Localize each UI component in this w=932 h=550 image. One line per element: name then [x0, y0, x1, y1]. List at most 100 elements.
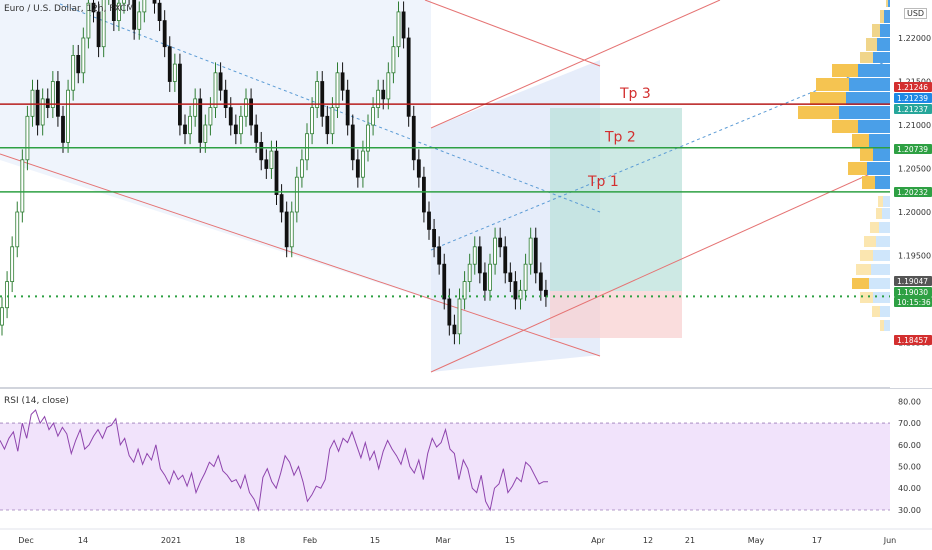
candle-body	[355, 159, 360, 178]
candle-body	[335, 72, 340, 109]
time-tick-label: Feb	[303, 536, 317, 545]
candle-body	[167, 46, 172, 82]
candle-body	[188, 115, 192, 135]
candle-body	[30, 89, 35, 117]
candle-body	[91, 2, 96, 13]
candle-body	[239, 115, 243, 135]
volume-bar-buy	[883, 196, 890, 207]
candle-body	[284, 211, 289, 248]
candle-body	[20, 159, 25, 213]
candle-body	[411, 115, 416, 161]
price-tick-label: 1.22000	[898, 34, 931, 43]
candle-body	[71, 55, 76, 91]
trend-dashed-1	[59, 3, 601, 213]
candle-body	[81, 37, 86, 74]
candle-body	[462, 281, 467, 300]
wedge-base-line	[430, 164, 891, 373]
time-tick-label: 2021	[161, 536, 181, 545]
time-tick-label: Mar	[435, 536, 451, 545]
candle-body	[401, 11, 406, 39]
candle-body	[101, 0, 106, 48]
rsi-tick-label: 80.00	[898, 397, 921, 406]
price-tag-label: 1.21237	[897, 105, 928, 114]
price-tick-label: 1.19500	[898, 252, 931, 261]
candle-body	[513, 281, 518, 300]
volume-bar-buy	[873, 292, 890, 303]
candle-body	[437, 246, 442, 265]
price-tick-label: 1.21000	[898, 121, 931, 130]
volume-bar-buy	[884, 10, 890, 23]
price-tag	[894, 104, 932, 114]
wedge-rise-line	[430, 0, 721, 129]
candle-body	[467, 263, 472, 283]
volume-bar-buy	[875, 176, 890, 189]
time-tick-label: 21	[685, 536, 695, 545]
price-tick-label: 1.20000	[898, 208, 931, 217]
price-tag-label: 1.18457	[897, 336, 928, 345]
price-tag-label: 10:15:36	[897, 298, 931, 307]
candle-body	[340, 72, 345, 91]
price-tag-label: 1.19047	[897, 277, 928, 286]
candle-body	[523, 263, 528, 291]
candle-body	[117, 2, 121, 21]
levels[interactable]: Tp 3 Tp 2 Tp 1	[0, 86, 890, 298]
time-tick-label: 18	[235, 536, 245, 545]
candle-body	[508, 272, 513, 282]
rsi-tick-label: 30.00	[898, 506, 921, 515]
time-axis[interactable]: Dec 14 2021 18 Feb 15 Mar 15 Apr 12 21 May 17 Jun	[0, 528, 932, 545]
candle-body	[350, 124, 355, 161]
candle-body	[86, 2, 91, 39]
candle-body	[279, 194, 284, 213]
candle-body	[244, 98, 248, 117]
time-tick-label: Jun	[883, 536, 897, 545]
candle-body	[289, 211, 294, 248]
rsi-axis-bg	[890, 390, 932, 528]
candle-body	[518, 289, 523, 300]
stop-zone	[550, 291, 682, 338]
volume-bar-buy	[873, 52, 890, 63]
rsi-tick-label: 70.00	[898, 419, 921, 428]
candle-body	[503, 246, 508, 274]
candle-body	[493, 237, 497, 265]
candle-body	[310, 107, 314, 135]
candle-body	[422, 176, 426, 213]
candle-body	[330, 107, 335, 135]
level-label-tp2: Tp 2	[604, 130, 636, 146]
candle-body	[96, 11, 101, 48]
volume-bar-buy	[858, 120, 890, 133]
candle-body	[376, 89, 381, 108]
rsi-tick-label: 40.00	[898, 484, 921, 493]
candle-body	[294, 176, 299, 213]
price-tag	[894, 93, 932, 103]
candle-body	[371, 107, 375, 126]
candle-body	[427, 211, 431, 230]
price-tag-label: 1.19030	[897, 288, 928, 297]
volume-profile	[798, 0, 890, 331]
time-tick-label: Apr	[591, 536, 606, 545]
channel-upper-line	[424, 0, 601, 67]
candle-body	[528, 237, 533, 265]
candle-body	[15, 211, 20, 248]
currency-badge[interactable]: USD	[904, 8, 928, 19]
rsi-indicator[interactable]: 80.00 70.00 60.00 50.00 40.00 30.00	[0, 390, 932, 528]
candle-body	[320, 81, 325, 117]
price-tag	[894, 297, 932, 307]
price-tick-label: 1.20500	[898, 165, 931, 174]
candle-body	[361, 150, 365, 178]
rsi-tick-label: 60.00	[898, 441, 921, 450]
volume-bar-buy	[869, 134, 890, 147]
price-axis[interactable]: 1.185001.190001.195001.200001.205001.210…	[890, 0, 932, 388]
volume-bar-buy	[873, 250, 890, 261]
candle-body	[50, 81, 55, 109]
candle-body	[76, 55, 81, 74]
candle-body	[178, 63, 182, 126]
candles[interactable]	[0, 0, 548, 345]
candle-body	[345, 89, 350, 126]
candle-body	[203, 124, 208, 143]
candle-body	[66, 89, 70, 143]
candle-body	[269, 150, 274, 169]
candle-body	[264, 159, 269, 169]
time-tick-label: 15	[505, 536, 515, 545]
candle-body	[122, 0, 126, 4]
